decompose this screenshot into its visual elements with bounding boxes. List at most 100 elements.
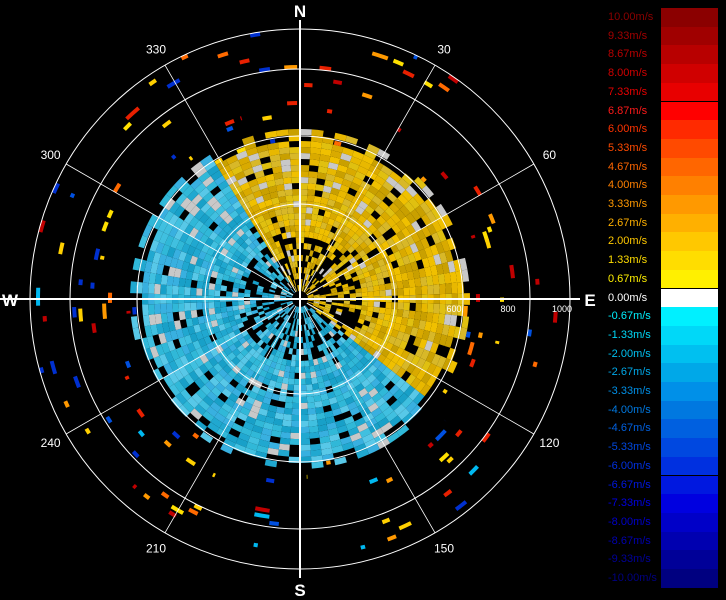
velocity-cell (307, 268, 311, 275)
velocity-cell (293, 336, 298, 343)
velocity-cell (195, 331, 204, 341)
velocity-cell (178, 286, 185, 295)
velocity-cell (426, 363, 437, 375)
legend-swatch (661, 232, 718, 252)
velocity-cell (288, 372, 295, 379)
velocity-cell (306, 384, 313, 391)
velocity-cell (280, 431, 291, 439)
legend-entry: 8.67m/s (606, 45, 718, 65)
velocity-cell (342, 390, 352, 400)
velocity-cell (385, 410, 398, 422)
velocity-cell (240, 233, 249, 242)
velocity-cell (410, 232, 421, 243)
velocity-cell (306, 329, 311, 337)
velocity-cell (232, 291, 239, 297)
velocity-cell (341, 441, 354, 451)
velocity-cell (426, 223, 437, 235)
velocity-cell (423, 80, 434, 89)
velocity-cell (364, 276, 372, 283)
legend-label: 0.67m/s (608, 272, 648, 285)
velocity-cell (138, 259, 147, 272)
velocity-cell (283, 306, 289, 312)
velocity-cell (421, 214, 432, 226)
velocity-cell (300, 195, 308, 202)
velocity-cell (347, 344, 355, 353)
velocity-cell (278, 147, 290, 155)
legend-label: -6.00m/s (608, 459, 651, 472)
velocity-cell (166, 340, 176, 352)
velocity-cell (263, 271, 271, 278)
velocity-cell (445, 304, 452, 315)
legend-label: 2.00m/s (608, 235, 648, 248)
velocity-cell (332, 265, 340, 272)
velocity-cell (416, 357, 426, 369)
velocity-cell (305, 280, 310, 287)
velocity-cell (235, 273, 243, 280)
velocity-cell (328, 396, 338, 405)
velocity-cell (163, 223, 174, 235)
velocity-cell (235, 318, 243, 325)
velocity-cell (148, 283, 155, 294)
velocity-cell (235, 437, 248, 448)
velocity-cell (346, 264, 354, 271)
velocity-cell (349, 156, 362, 166)
velocity-cell (495, 340, 500, 345)
velocity-cell (267, 366, 275, 375)
velocity-cell (235, 150, 248, 161)
legend-label: -1.33m/s (608, 328, 651, 341)
velocity-cell (270, 348, 278, 356)
velocity-cell (344, 274, 352, 281)
velocity-cell (247, 410, 259, 420)
velocity-cell (353, 337, 362, 345)
velocity-cell (280, 312, 287, 318)
velocity-cell (397, 408, 410, 420)
legend-label: 5.33m/s (608, 141, 648, 154)
velocity-cell (304, 305, 309, 311)
velocity-cell (333, 388, 343, 397)
velocity-cell (209, 348, 219, 358)
velocity-cell (295, 306, 298, 313)
legend-swatch (661, 176, 718, 195)
velocity-cell (277, 309, 284, 314)
legend-label: 6.00m/s (608, 123, 648, 136)
velocity-cell (293, 255, 298, 262)
velocity-cell (459, 327, 468, 341)
velocity-cell (235, 257, 244, 265)
velocity-cell (283, 413, 292, 421)
velocity-cell (262, 115, 272, 121)
velocity-cell (402, 255, 411, 265)
velocity-cell (444, 419, 448, 423)
velocity-cell (264, 199, 273, 207)
velocity-cell (218, 323, 226, 332)
velocity-cell (343, 340, 351, 348)
velocity-cell (268, 236, 275, 245)
velocity-cell (184, 302, 191, 312)
velocity-cell (304, 280, 309, 287)
legend-swatch (661, 531, 718, 551)
velocity-cell (291, 324, 295, 331)
velocity-cell (189, 333, 198, 343)
velocity-cell (406, 363, 416, 374)
velocity-cell (241, 135, 255, 145)
velocity-cell (350, 224, 360, 234)
velocity-cell (342, 226, 351, 235)
velocity-cell (402, 279, 410, 289)
velocity-cell (290, 360, 296, 367)
velocity-cell (424, 340, 434, 352)
velocity-cell (240, 161, 253, 172)
velocity-cell (272, 312, 279, 317)
velocity-cell (326, 339, 333, 347)
velocity-cell (361, 154, 375, 165)
velocity-cell (220, 443, 234, 455)
velocity-cell (364, 205, 375, 215)
velocity-cell (231, 200, 242, 210)
velocity-cell (227, 369, 237, 379)
velocity-cell (305, 255, 310, 262)
velocity-cell (379, 290, 386, 297)
legend-swatch (661, 400, 718, 420)
velocity-cell (208, 289, 215, 296)
azimuth-label: 60 (543, 148, 557, 162)
velocity-cell (282, 377, 289, 385)
velocity-cell (173, 369, 184, 381)
velocity-cell (300, 366, 306, 373)
